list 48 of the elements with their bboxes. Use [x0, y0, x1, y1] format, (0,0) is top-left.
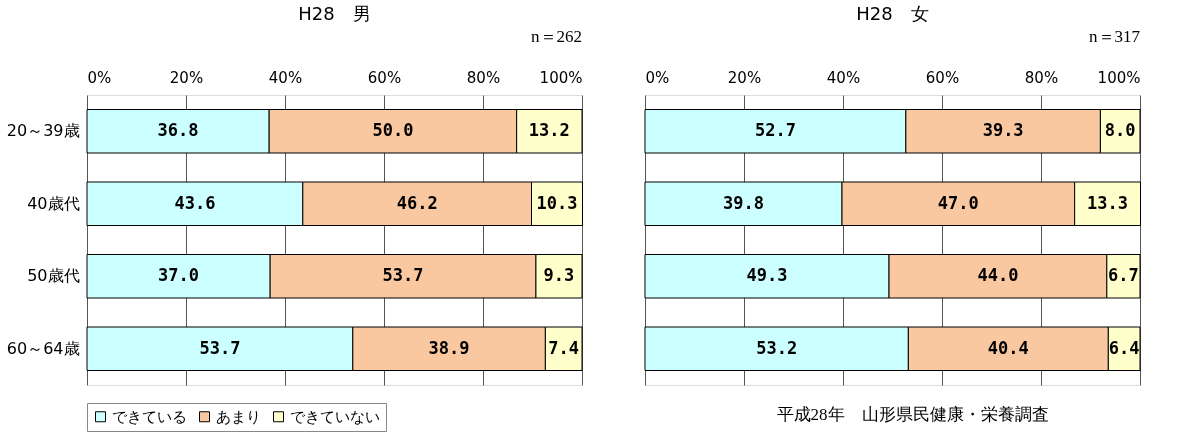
y-tick-label: 60～64歳: [6, 338, 80, 358]
legend-label: あまり: [216, 407, 261, 426]
x-tick-label: 0%: [87, 68, 112, 87]
chart-title: H28 女: [856, 3, 929, 24]
data-label: 53.7: [382, 265, 424, 286]
x-tick-label: 0%: [645, 68, 670, 87]
data-label: 10.3: [536, 192, 578, 213]
chart-title: H28 男: [298, 3, 371, 24]
data-label: 53.7: [199, 337, 241, 358]
data-label: 46.2: [396, 192, 438, 213]
y-tick-label: 20～39歳: [6, 121, 80, 141]
data-label: 47.0: [937, 192, 979, 213]
legend-label: できている: [112, 407, 187, 426]
data-label: 13.3: [1087, 192, 1129, 213]
text: n＝317: [1089, 27, 1141, 46]
data-label: 36.8: [157, 120, 199, 141]
x-tick-label: 40%: [268, 68, 303, 87]
x-tick-label: 40%: [826, 68, 861, 87]
data-label: 9.3: [543, 265, 575, 286]
data-label: 49.3: [746, 265, 788, 286]
x-tick-label: 60%: [925, 68, 960, 87]
x-tick-label: 100%: [1097, 68, 1141, 87]
data-label: 44.0: [977, 265, 1019, 286]
data-label: 13.2: [528, 120, 570, 141]
data-label: 39.3: [982, 120, 1024, 141]
data-label: 8.0: [1104, 120, 1136, 141]
x-tick-label: 20%: [727, 68, 762, 87]
data-label: 40.4: [987, 337, 1029, 358]
text: 平成28年 山形県民健康・栄養調査: [776, 405, 1049, 424]
y-tick-label: 50歳代: [27, 266, 80, 286]
data-label: 53.2: [756, 337, 798, 358]
x-tick-label: 60%: [367, 68, 402, 87]
data-label: 6.7: [1108, 265, 1139, 286]
data-label: 50.0: [372, 120, 414, 141]
data-label: 37.0: [158, 265, 200, 286]
data-label: 52.7: [754, 120, 796, 141]
data-label: 43.6: [174, 192, 216, 213]
data-label: 39.8: [723, 192, 764, 213]
data-label: 38.9: [428, 337, 470, 358]
text: n＝262: [531, 27, 582, 46]
x-tick-label: 80%: [1024, 68, 1059, 87]
data-label: 6.4: [1108, 337, 1140, 358]
data-label: 7.4: [548, 337, 580, 358]
x-tick-label: 20%: [169, 68, 204, 87]
x-tick-label: 100%: [539, 68, 583, 87]
y-tick-label: 40歳代: [27, 193, 80, 213]
x-tick-label: 80%: [466, 68, 501, 87]
legend-label: できていない: [290, 407, 380, 426]
